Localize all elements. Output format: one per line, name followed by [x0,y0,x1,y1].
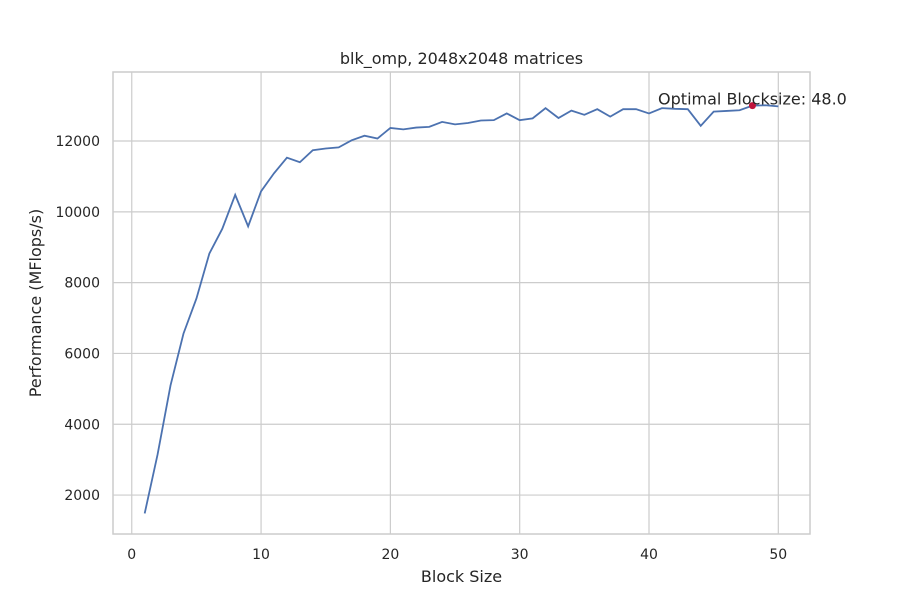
y-tick-label: 10000 [55,205,100,221]
y-tick-label: 4000 [64,417,100,433]
x-tick-label: 30 [511,547,529,563]
y-tick-label: 12000 [55,134,100,150]
grid [113,72,810,534]
series-line [143,104,779,514]
plot-frame [112,71,811,535]
y-axis-label: Performance (MFlops/s) [26,209,45,397]
x-tick-label: 10 [252,547,270,563]
y-tick-label: 6000 [64,346,100,362]
x-tick-labels: 0 10 20 30 40 50 [127,547,787,563]
chart-title: blk_omp, 2048x2048 matrices [340,49,583,69]
x-tick-label: 40 [640,547,658,563]
x-tick-label: 50 [769,547,787,563]
optimal-annotation: Optimal Blocksize: 48.0 [658,90,847,109]
x-tick-label: 20 [381,547,399,563]
x-tick-label: 0 [127,547,136,563]
y-tick-label: 2000 [64,488,100,504]
x-axis-label: Block Size [421,567,502,586]
optimal-point-marker [748,102,756,110]
y-tick-labels: 2000 4000 6000 8000 10000 12000 [55,134,100,504]
y-tick-label: 8000 [64,276,100,292]
